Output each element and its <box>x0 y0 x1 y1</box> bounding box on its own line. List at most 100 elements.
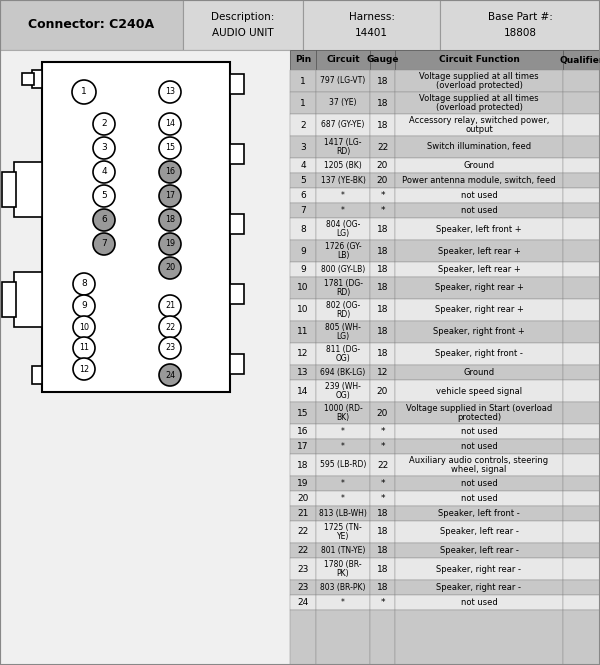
Text: not used: not used <box>461 494 497 503</box>
FancyBboxPatch shape <box>370 277 395 299</box>
FancyBboxPatch shape <box>563 610 600 665</box>
Text: 7: 7 <box>300 206 306 215</box>
FancyBboxPatch shape <box>2 282 16 317</box>
FancyBboxPatch shape <box>563 424 600 439</box>
FancyBboxPatch shape <box>316 439 370 454</box>
FancyBboxPatch shape <box>316 70 370 92</box>
FancyBboxPatch shape <box>370 114 395 136</box>
Text: 18: 18 <box>377 350 388 358</box>
Text: *: * <box>380 494 385 503</box>
FancyBboxPatch shape <box>316 218 370 240</box>
Text: 1780 (BR-
PK): 1780 (BR- PK) <box>324 560 362 579</box>
FancyBboxPatch shape <box>563 240 600 262</box>
Text: Accessory relay, switched power,
output: Accessory relay, switched power, output <box>409 116 549 134</box>
FancyBboxPatch shape <box>563 506 600 521</box>
Text: 1: 1 <box>300 98 306 108</box>
Circle shape <box>159 295 181 317</box>
Text: Speaker, left front +: Speaker, left front + <box>436 225 522 233</box>
FancyBboxPatch shape <box>290 439 316 454</box>
Text: 18: 18 <box>377 283 388 293</box>
FancyBboxPatch shape <box>290 240 316 262</box>
Text: 805 (WH-
LG): 805 (WH- LG) <box>325 323 361 341</box>
Text: 11: 11 <box>297 327 309 336</box>
FancyBboxPatch shape <box>563 580 600 595</box>
Circle shape <box>159 185 181 207</box>
FancyBboxPatch shape <box>370 439 395 454</box>
FancyBboxPatch shape <box>370 203 395 218</box>
Text: 17: 17 <box>297 442 309 451</box>
Text: 1: 1 <box>300 76 306 86</box>
FancyBboxPatch shape <box>563 70 600 92</box>
FancyBboxPatch shape <box>395 70 563 92</box>
FancyBboxPatch shape <box>370 491 395 506</box>
Text: 8: 8 <box>300 225 306 233</box>
Text: Speaker, right front +: Speaker, right front + <box>433 327 525 336</box>
FancyBboxPatch shape <box>316 114 370 136</box>
Circle shape <box>159 113 181 135</box>
Text: 19: 19 <box>297 479 309 488</box>
Text: 595 (LB-RD): 595 (LB-RD) <box>320 460 366 469</box>
Text: 20: 20 <box>377 408 388 418</box>
Text: 18: 18 <box>377 509 388 518</box>
FancyBboxPatch shape <box>290 173 316 188</box>
FancyBboxPatch shape <box>316 299 370 321</box>
Circle shape <box>159 257 181 279</box>
FancyBboxPatch shape <box>316 92 370 114</box>
Circle shape <box>73 337 95 359</box>
FancyBboxPatch shape <box>395 365 563 380</box>
Text: not used: not used <box>461 427 497 436</box>
Text: not used: not used <box>461 598 497 607</box>
FancyBboxPatch shape <box>370 610 395 665</box>
FancyBboxPatch shape <box>370 543 395 558</box>
FancyBboxPatch shape <box>395 580 563 595</box>
FancyBboxPatch shape <box>370 136 395 158</box>
Text: Connector: C240A: Connector: C240A <box>28 19 155 31</box>
FancyBboxPatch shape <box>290 491 316 506</box>
Circle shape <box>93 233 115 255</box>
FancyBboxPatch shape <box>563 402 600 424</box>
Text: Speaker, right rear +: Speaker, right rear + <box>434 283 523 293</box>
FancyBboxPatch shape <box>563 114 600 136</box>
Text: Ground: Ground <box>463 368 494 377</box>
FancyBboxPatch shape <box>290 218 316 240</box>
FancyBboxPatch shape <box>395 158 563 173</box>
Text: 9: 9 <box>300 265 306 274</box>
FancyBboxPatch shape <box>370 558 395 580</box>
FancyBboxPatch shape <box>395 240 563 262</box>
FancyBboxPatch shape <box>290 158 316 173</box>
FancyBboxPatch shape <box>230 354 244 374</box>
Text: 18: 18 <box>377 583 388 592</box>
FancyBboxPatch shape <box>370 454 395 476</box>
FancyBboxPatch shape <box>563 277 600 299</box>
FancyBboxPatch shape <box>395 188 563 203</box>
Circle shape <box>73 358 95 380</box>
Text: 21: 21 <box>298 509 308 518</box>
FancyBboxPatch shape <box>563 491 600 506</box>
Text: Speaker, left rear -: Speaker, left rear - <box>440 546 518 555</box>
Text: 13: 13 <box>165 88 175 96</box>
FancyBboxPatch shape <box>563 136 600 158</box>
Text: Switch illumination, feed: Switch illumination, feed <box>427 142 531 152</box>
Text: 18: 18 <box>377 327 388 336</box>
FancyBboxPatch shape <box>395 506 563 521</box>
FancyBboxPatch shape <box>290 188 316 203</box>
FancyBboxPatch shape <box>316 343 370 365</box>
Text: 14401: 14401 <box>355 28 388 38</box>
FancyBboxPatch shape <box>370 158 395 173</box>
FancyBboxPatch shape <box>42 62 230 392</box>
FancyBboxPatch shape <box>563 365 600 380</box>
FancyBboxPatch shape <box>316 203 370 218</box>
Text: 8: 8 <box>81 279 87 289</box>
Text: 18808: 18808 <box>503 28 536 38</box>
FancyBboxPatch shape <box>563 173 600 188</box>
FancyBboxPatch shape <box>563 203 600 218</box>
Circle shape <box>93 209 115 231</box>
Text: 18: 18 <box>377 225 388 233</box>
FancyBboxPatch shape <box>370 595 395 610</box>
FancyBboxPatch shape <box>290 543 316 558</box>
Text: 1205 (BK): 1205 (BK) <box>324 161 362 170</box>
FancyBboxPatch shape <box>370 321 395 343</box>
Text: Circuit: Circuit <box>326 55 360 65</box>
Text: 20: 20 <box>377 386 388 396</box>
FancyBboxPatch shape <box>0 50 290 665</box>
